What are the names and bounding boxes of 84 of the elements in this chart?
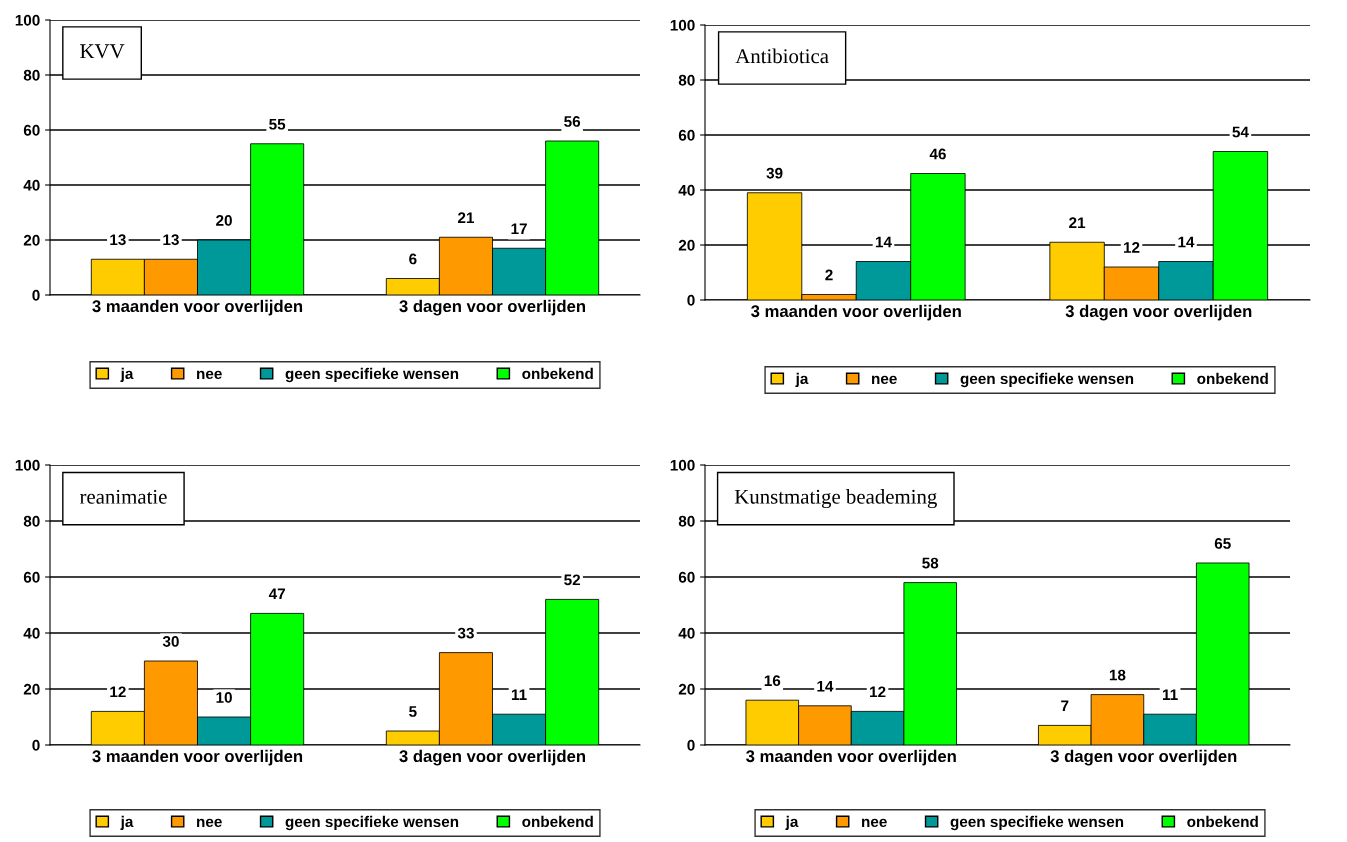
data-label: 47 [268,588,285,600]
data-label: 52 [564,574,581,586]
text: KVV [80,44,125,59]
y-tick-label: 80 [23,515,40,527]
legend-label: onbekend [1187,815,1258,828]
data-label: 54 [1232,126,1249,138]
legend-label: geen specifieke wensen [285,815,459,831]
data-label: 14 [1178,236,1195,248]
text: Antibiotica [735,48,829,64]
x-tick-label: 3 dagen voor overlijden [1050,749,1237,766]
x-tick-label: 3 maanden voor overlijden [751,304,961,321]
data-label: 56 [564,116,581,127]
data-label: 55 [269,118,286,130]
y-tick-label: 80 [23,69,40,81]
y-tick-label: 40 [23,179,40,191]
y-tick-label: 20 [23,234,40,246]
data-label: 20 [216,215,232,226]
legend-label: nee [862,818,887,828]
data-label: 11 [1162,689,1178,700]
y-tick-label: 0 [32,289,40,301]
y-tick-label: 20 [678,683,695,695]
y-tick-label: 20 [23,683,40,695]
data-label: 7 [1061,700,1069,712]
data-label: 30 [162,636,179,647]
data-label: 16 [764,675,781,687]
x-tick-label: 3 maanden voor overlijden [92,299,303,316]
y-tick-label: 40 [678,184,695,196]
legend-label: onbekend [522,815,593,828]
legend-label: geen specifieke wensen [950,815,1124,831]
y-tick-label: 0 [32,739,40,751]
y-tick-label: 100 [670,19,695,31]
data-label: 21 [457,212,475,223]
y-tick-label: 60 [23,124,40,136]
legend-label: ja [785,815,799,831]
y-tick-label: 60 [23,571,40,583]
x-tick-label: 3 dagen voor overlijden [399,299,586,316]
y-tick-label: 80 [678,515,695,527]
data-label: 65 [1214,538,1231,549]
legend-label: ja [120,815,134,831]
y-tick-label: 100 [670,459,695,471]
data-label: 58 [922,557,939,569]
x-tick-label: 3 maanden voor overlijden [746,749,956,766]
data-label: 13 [163,234,179,246]
y-tick-label: 0 [687,294,695,306]
text: Kunstmatige beademing [734,489,937,509]
x-tick-label: 3 dagen voor overlijden [399,749,586,766]
y-tick-label: 60 [678,129,695,141]
data-label: 12 [1123,242,1140,253]
data-label: 6 [409,253,417,265]
legend-label: ja [795,372,809,388]
legend-label: onbekend [1197,372,1268,385]
y-tick-label: 20 [678,239,695,251]
data-label: 33 [457,627,474,639]
legend-label: geen specifieke wensen [960,372,1134,388]
data-label: 13 [110,234,126,246]
data-label: 46 [929,148,946,160]
data-label: 39 [766,167,783,179]
legend-label: nee [197,370,222,380]
legend-label: onbekend [522,367,593,380]
y-tick-label: 60 [678,571,695,583]
x-tick-label: 3 dagen voor overlijden [1065,304,1252,321]
legend-label: nee [872,375,897,385]
legend-label: geen specifieke wensen [285,367,459,383]
data-label: 5 [409,706,417,717]
text: reanimatie [79,489,167,504]
data-label: 12 [110,686,126,698]
y-tick-label: 100 [15,459,40,471]
data-label: 17 [511,223,527,234]
y-tick-label: 40 [23,627,40,639]
y-tick-label: 80 [678,74,695,86]
legend-label: ja [120,367,134,383]
data-label: 10 [216,692,232,703]
data-label: 21 [1069,217,1086,228]
y-tick-label: 40 [678,627,695,639]
data-label: 18 [1109,669,1126,681]
legend-label: nee [197,818,222,828]
data-label: 2 [825,269,833,281]
data-label: 14 [817,681,834,692]
x-tick-label: 3 maanden voor overlijden [92,749,303,766]
data-label: 11 [511,689,527,700]
y-tick-label: 100 [15,14,40,26]
data-label: 14 [875,236,892,248]
data-label: 12 [870,686,886,698]
y-tick-label: 0 [687,739,695,751]
